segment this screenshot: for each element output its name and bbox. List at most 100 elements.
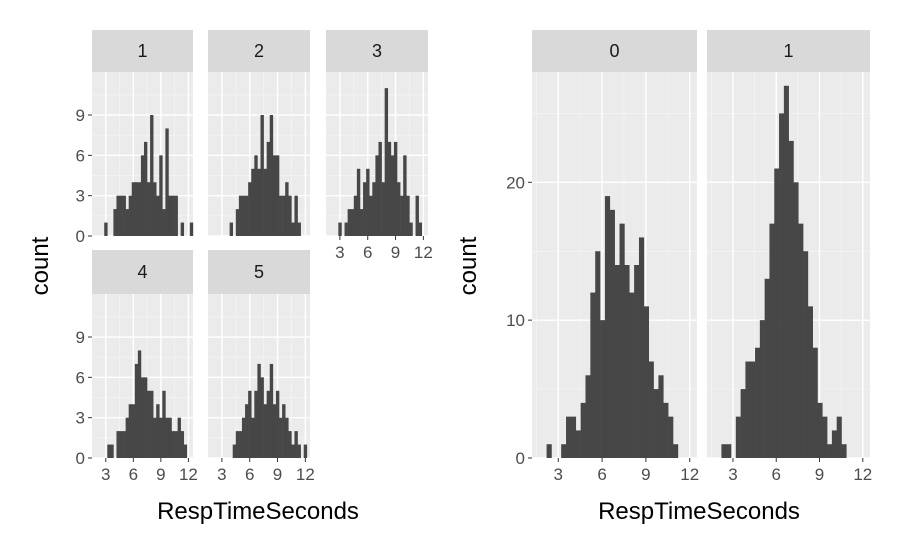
x-tick-label: 6 <box>363 243 372 262</box>
histogram-bar <box>841 444 847 458</box>
histogram-bar <box>384 88 389 236</box>
histogram-bar <box>177 417 181 458</box>
histogram-bar <box>400 195 404 236</box>
histogram-bar <box>735 416 741 458</box>
histogram-bar <box>137 182 142 236</box>
histogram-bar <box>774 168 780 458</box>
facet-panel-1: 1 0 3 6 9 <box>76 30 194 246</box>
facet-panel-5: 5 3 6 9 12 <box>208 250 315 484</box>
x-tick-label: 6 <box>597 465 606 484</box>
x-tick-label: 12 <box>179 465 198 484</box>
y-tick-label: 3 <box>76 187 85 206</box>
y-tick-label: 6 <box>76 368 85 387</box>
histogram-bar <box>779 113 785 458</box>
y-tick-label: 0 <box>516 449 525 468</box>
histogram-bar <box>546 444 552 458</box>
histogram-bar <box>159 155 163 236</box>
histogram-bar <box>125 417 129 458</box>
histogram-bar <box>827 444 833 458</box>
histogram-bar <box>282 404 286 458</box>
histogram-bar <box>590 292 596 458</box>
histogram-bar <box>658 375 664 458</box>
histogram-bar <box>113 209 117 236</box>
histogram-bar <box>745 361 751 458</box>
histogram-bar <box>272 404 277 458</box>
histogram-bar <box>122 431 126 458</box>
histogram-bar <box>638 237 645 458</box>
x-tick-label: 12 <box>296 465 315 484</box>
histogram-bar <box>793 182 799 459</box>
y-tick-label: 20 <box>506 173 525 192</box>
histogram-bar <box>156 195 160 236</box>
histogram-bar <box>619 223 625 458</box>
histogram-bar <box>140 377 145 458</box>
histogram-bar <box>788 140 794 458</box>
facet-panel-0: 0 3 6 9 12 0 10 20 <box>506 30 699 484</box>
histogram-bar <box>153 417 157 458</box>
histogram-bar <box>110 444 114 458</box>
histogram-bar <box>406 195 410 236</box>
histogram-bar <box>297 444 301 458</box>
histogram-bar <box>279 417 283 458</box>
histogram-bar <box>403 155 407 236</box>
histogram-bar <box>165 128 169 236</box>
histogram-bar <box>609 209 615 458</box>
histogram-bar <box>180 222 185 236</box>
histogram-bar <box>266 141 271 236</box>
x-tick-label: 12 <box>414 243 433 262</box>
histogram-bar <box>128 404 133 458</box>
histogram-bar <box>580 402 586 458</box>
histogram-bar <box>128 195 133 236</box>
histogram-bar <box>369 195 373 236</box>
x-tick-label: 3 <box>217 465 226 484</box>
histogram-bar <box>282 195 286 236</box>
histogram-bar <box>116 195 120 236</box>
histogram-bar <box>183 444 188 458</box>
x-tick-label: 9 <box>273 465 282 484</box>
histogram-bar <box>350 209 355 236</box>
histogram-bar <box>263 404 267 458</box>
histogram-bar <box>726 444 732 458</box>
histogram-bar <box>668 416 674 458</box>
x-tick-label: 3 <box>335 243 344 262</box>
histogram-bar <box>356 168 361 236</box>
histogram-bar <box>248 390 252 458</box>
histogram-bar <box>344 222 348 236</box>
histogram-bar <box>241 417 246 458</box>
histogram-bar <box>822 416 828 458</box>
y-tick-label: 9 <box>76 328 85 347</box>
histogram-bar <box>812 347 818 458</box>
histogram-bar <box>764 278 770 458</box>
facet-strip-label: 1 <box>783 41 793 61</box>
histogram-bar <box>116 431 120 458</box>
histogram-bar <box>604 196 611 459</box>
histogram-bar <box>783 85 789 459</box>
histogram-bar <box>561 444 567 458</box>
histogram-bar <box>390 155 395 236</box>
x-tick-label: 9 <box>815 465 824 484</box>
histogram-bar <box>147 390 151 458</box>
histogram-bar <box>168 417 172 458</box>
histogram-bar <box>159 417 163 458</box>
x-tick-label: 9 <box>391 243 400 262</box>
histogram-bar <box>119 195 123 236</box>
histogram-bar <box>575 430 581 458</box>
histogram-bar <box>634 265 640 458</box>
histogram-bar <box>303 444 308 458</box>
histogram-bar <box>251 417 255 458</box>
histogram-bar <box>147 182 151 236</box>
histogram-bar <box>269 363 274 458</box>
histogram-bar <box>721 444 727 458</box>
histogram-bar <box>372 182 376 236</box>
facet-strip <box>532 30 697 72</box>
histogram-bar <box>107 444 111 458</box>
facet-strip <box>92 250 193 294</box>
facet-strip <box>326 30 428 72</box>
histogram-bar <box>140 155 145 236</box>
histogram-bar <box>275 390 280 458</box>
histogram-bar <box>363 182 367 236</box>
histogram-bar <box>291 222 295 236</box>
histogram-bar <box>585 375 591 458</box>
